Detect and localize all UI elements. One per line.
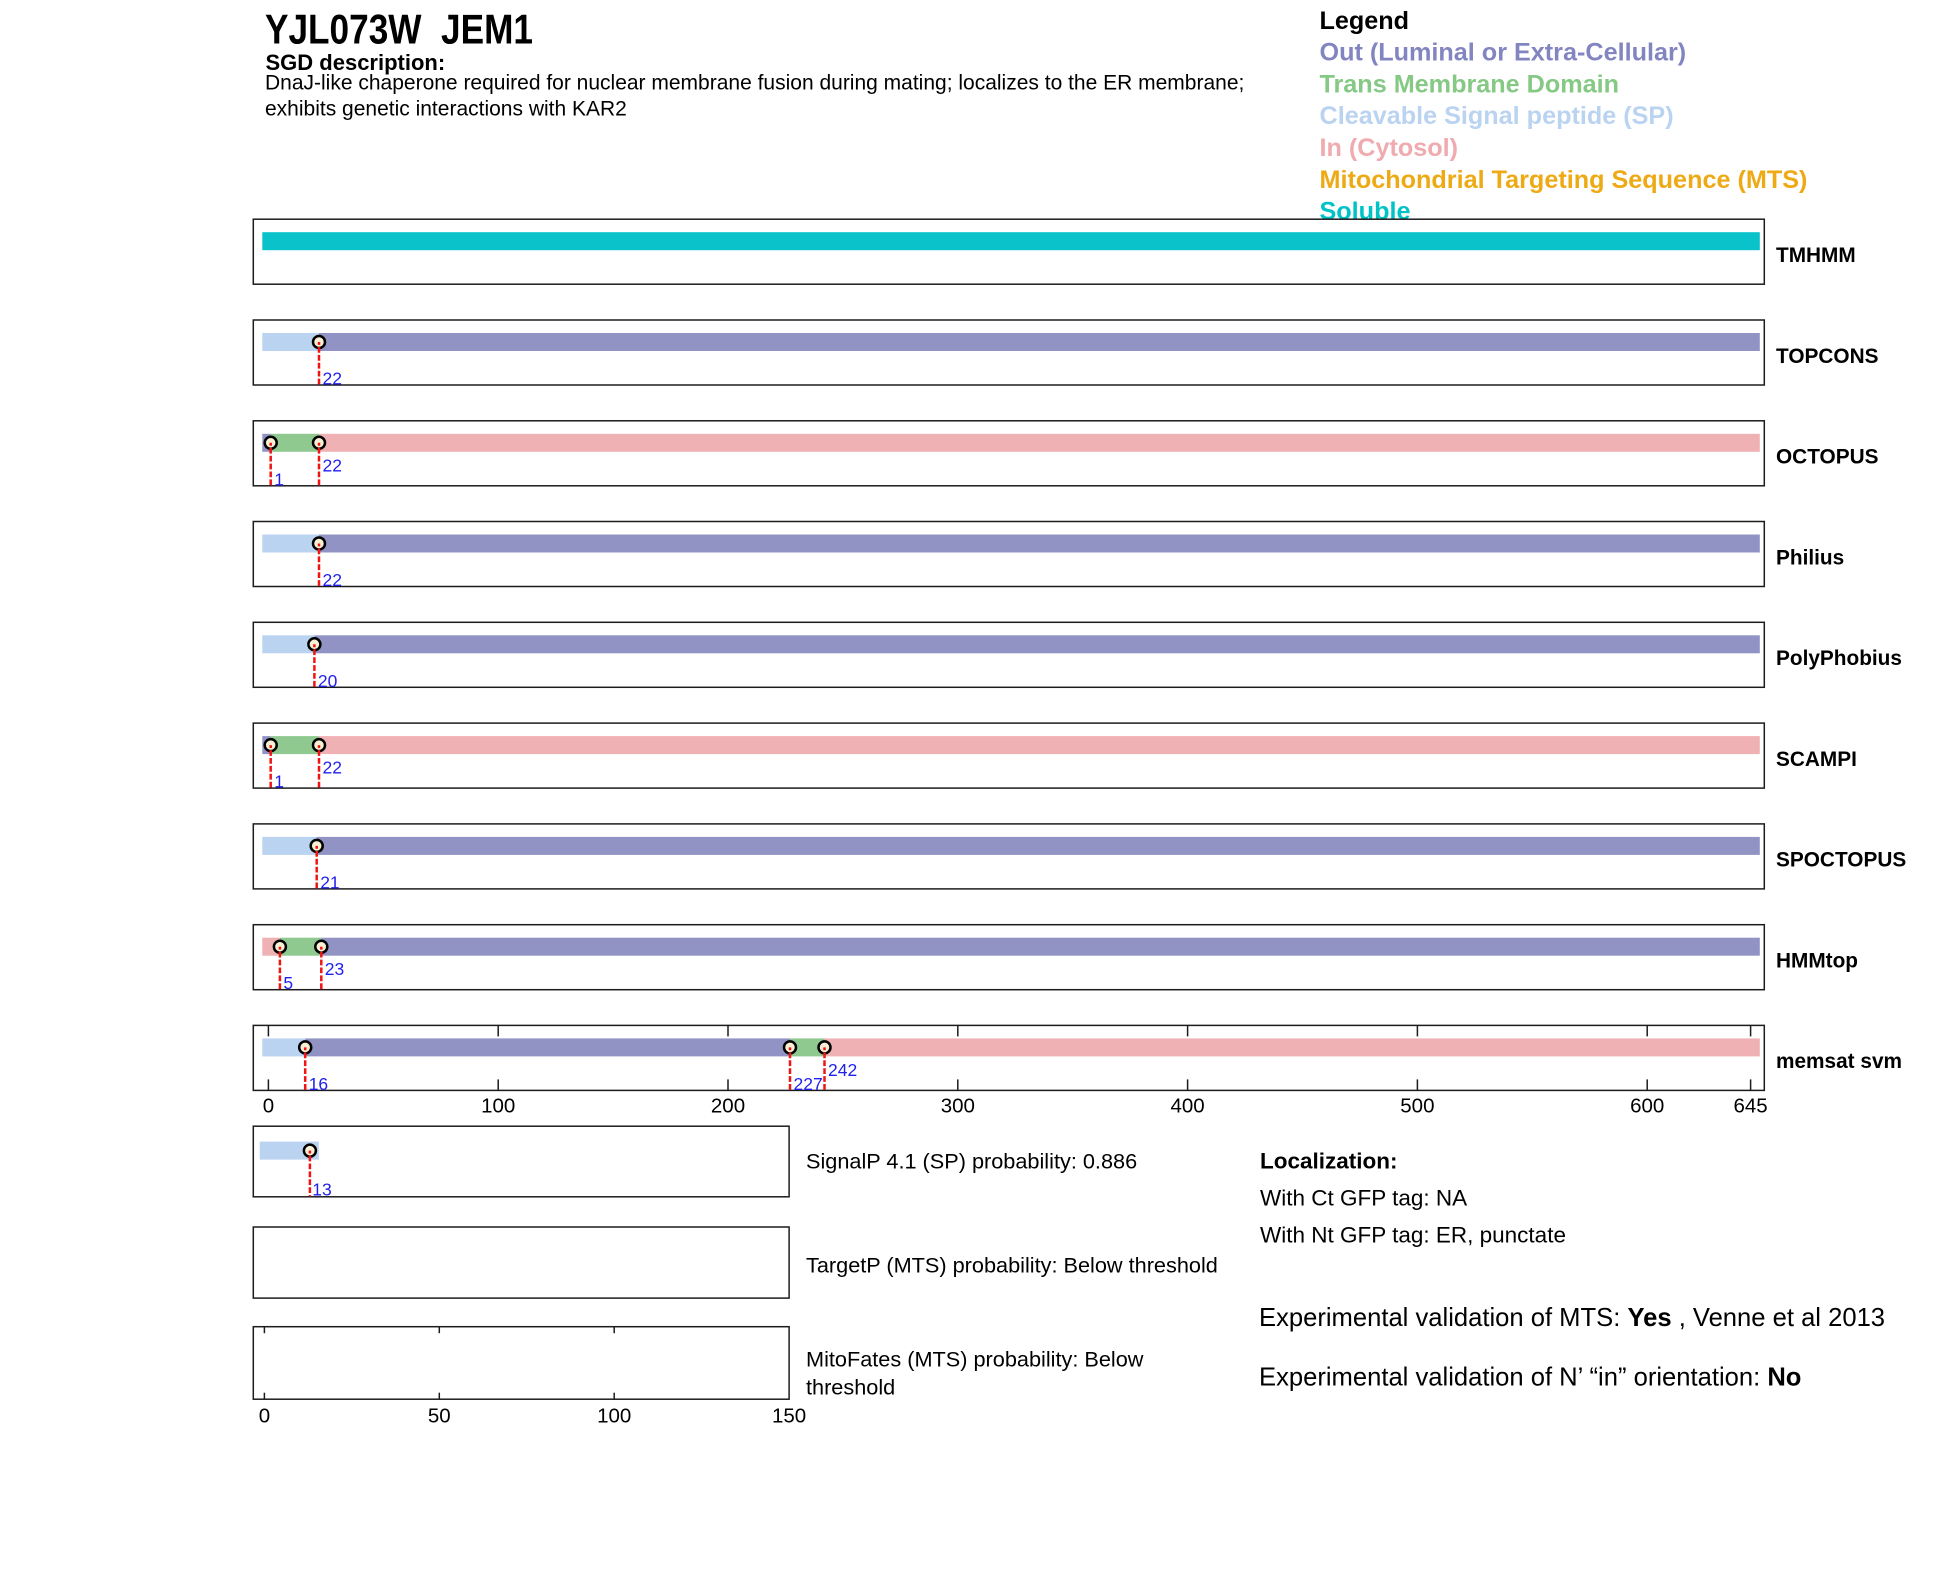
svg-text:20: 20	[318, 671, 338, 691]
svg-text:645: 645	[1733, 1094, 1767, 1117]
svg-text:150: 150	[772, 1405, 806, 1428]
svg-text:YJL073W JEM1: YJL073W JEM1	[265, 6, 533, 53]
svg-text:Legend: Legend	[1320, 7, 1410, 35]
svg-text:22: 22	[323, 758, 342, 778]
svg-text:600: 600	[1630, 1094, 1664, 1117]
svg-text:MitoFates (MTS) probability: B: MitoFates (MTS) probability: Below	[806, 1347, 1144, 1372]
svg-text:SPOCTOPUS: SPOCTOPUS	[1776, 849, 1906, 872]
svg-text:exhibits genetic interactions: exhibits genetic interactions with KAR2	[265, 98, 627, 121]
svg-text:21: 21	[320, 872, 339, 892]
svg-text:SGD description:: SGD description:	[266, 50, 446, 75]
svg-text:500: 500	[1400, 1094, 1434, 1117]
svg-text:Localization:: Localization:	[1260, 1149, 1398, 1174]
svg-text:PolyPhobius: PolyPhobius	[1776, 647, 1902, 670]
svg-text:0: 0	[263, 1094, 274, 1117]
svg-text:Out (Luminal or Extra-Cellular: Out (Luminal or Extra-Cellular)	[1320, 39, 1687, 67]
svg-text:Mitochondrial Targeting Sequen: Mitochondrial Targeting Sequence (MTS)	[1320, 166, 1808, 194]
svg-text:memsat svm: memsat svm	[1776, 1050, 1902, 1073]
svg-text:22: 22	[323, 369, 342, 389]
svg-text:threshold: threshold	[806, 1375, 895, 1400]
svg-text:DnaJ-like chaperone required f: DnaJ-like chaperone required for nuclear…	[265, 72, 1244, 95]
svg-text:300: 300	[941, 1094, 975, 1117]
svg-text:TMHMM: TMHMM	[1776, 244, 1856, 267]
svg-text:22: 22	[323, 455, 342, 475]
svg-text:HMMtop: HMMtop	[1776, 950, 1858, 973]
svg-text:0: 0	[259, 1405, 270, 1428]
svg-text:100: 100	[597, 1405, 631, 1428]
svg-text:With Ct GFP tag: NA: With Ct GFP tag: NA	[1260, 1185, 1467, 1210]
svg-text:TOPCONS: TOPCONS	[1776, 345, 1879, 368]
svg-text:SCAMPI: SCAMPI	[1776, 748, 1857, 771]
svg-text:1: 1	[274, 469, 284, 489]
svg-text:22: 22	[323, 570, 342, 590]
svg-text:23: 23	[325, 959, 344, 979]
svg-text:Trans Membrane Domain: Trans Membrane Domain	[1320, 70, 1620, 98]
svg-text:Soluble: Soluble	[1320, 198, 1411, 226]
svg-text:Experimental validation of MTS: Experimental validation of MTS: Yes , Ve…	[1259, 1304, 1885, 1332]
svg-text:13: 13	[312, 1180, 331, 1200]
svg-text:200: 200	[711, 1094, 745, 1117]
svg-text:In (Cytosol): In (Cytosol)	[1320, 134, 1459, 162]
svg-text:With Nt GFP tag: ER, punctate: With Nt GFP tag: ER, punctate	[1260, 1222, 1566, 1247]
svg-text:Philius: Philius	[1776, 546, 1844, 569]
svg-text:16: 16	[309, 1074, 328, 1094]
svg-text:227: 227	[794, 1074, 823, 1094]
svg-text:50: 50	[428, 1405, 451, 1428]
svg-text:Experimental validation of N’: Experimental validation of N’ “in” orien…	[1259, 1363, 1801, 1391]
svg-text:1: 1	[274, 772, 284, 792]
svg-text:OCTOPUS: OCTOPUS	[1776, 446, 1879, 469]
svg-text:SignalP 4.1 (SP) probability:: SignalP 4.1 (SP) probability: 0.886	[806, 1149, 1137, 1174]
svg-text:Cleavable Signal peptide (SP): Cleavable Signal peptide (SP)	[1320, 102, 1674, 130]
svg-text:400: 400	[1170, 1094, 1204, 1117]
svg-text:TargetP (MTS) probability: Bel: TargetP (MTS) probability: Below thresho…	[806, 1253, 1218, 1278]
svg-text:5: 5	[283, 973, 293, 993]
svg-text:242: 242	[828, 1060, 857, 1080]
svg-text:100: 100	[481, 1094, 515, 1117]
